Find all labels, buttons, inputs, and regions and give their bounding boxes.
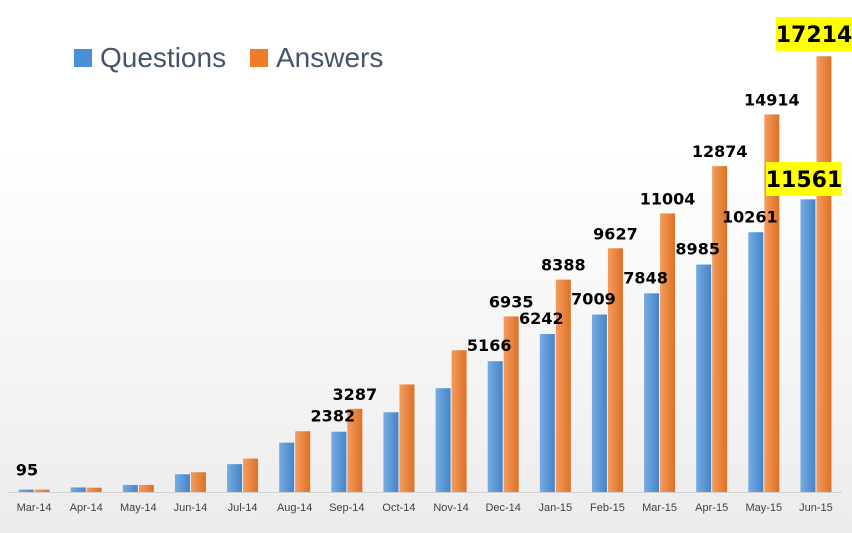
bar-answers-Sep-14: [347, 408, 363, 492]
bar-questions-Apr-15: [696, 264, 712, 492]
highlight-box-11561: [766, 162, 842, 196]
data-label-answers-Dec-14: 6935: [489, 292, 534, 311]
data-label-answers-Apr-15: 12874: [692, 142, 748, 161]
bar-answers-Nov-14: [451, 350, 467, 492]
bar-questions-Sep-14: [331, 431, 347, 492]
bar-answers-Mar-15: [660, 213, 676, 493]
bar-questions-May-14: [122, 484, 138, 492]
bar-questions-Aug-14: [279, 442, 295, 492]
x-tick-label: Oct-14: [382, 502, 415, 514]
data-label-questions-Mar-15: 7848: [623, 268, 668, 287]
data-label-answers-Mar-15: 11004: [640, 189, 696, 208]
x-tick-label: Apr-14: [70, 502, 103, 514]
x-tick-label: Jul-14: [228, 502, 258, 514]
bar-questions-Jan-15: [539, 333, 555, 492]
legend-questions-label: Questions: [100, 42, 226, 73]
highlight-box-17214: [776, 17, 852, 51]
x-tick-label: May-15: [745, 502, 782, 514]
bar-answers-Jun-15: [816, 56, 832, 492]
bar-answers-May-14: [138, 484, 154, 492]
bar-questions-Jun-14: [174, 474, 190, 492]
bar-questions-Oct-14: [383, 412, 399, 492]
data-label-answers-Sep-14: 3287: [333, 385, 378, 404]
bar-answers-Jan-15: [555, 279, 571, 492]
data-label-questions-Sep-14: 2382: [311, 407, 356, 426]
data-label-questions-Apr-15: 8985: [675, 240, 720, 259]
bar-answers-Mar-14: [34, 489, 50, 492]
x-tick-label: Jun-14: [174, 502, 208, 514]
data-label-questions-Mar-14: 95: [16, 461, 38, 480]
data-label-answers-Jan-15: 8388: [541, 256, 586, 275]
x-tick-labels: Mar-14 Apr-14 May-14 Jun-14 Jul-14 Aug-14 Sep-…: [17, 502, 833, 514]
bar-answers-Oct-14: [399, 384, 415, 492]
data-label-answers-Feb-15: 9627: [593, 224, 638, 243]
data-label-questions-Dec-14: 5166: [467, 336, 512, 355]
legend-answers-label: Answers: [276, 42, 383, 73]
x-tick-label: Feb-15: [590, 502, 625, 514]
bar-answers-Feb-15: [607, 248, 623, 492]
data-label-answers-Jun-15: 17214: [776, 23, 852, 48]
x-tick-label: May-14: [120, 502, 157, 514]
x-tick-label: Apr-15: [695, 502, 728, 514]
x-tick-label: Dec-14: [485, 502, 520, 514]
legend-answers-swatch: [250, 49, 268, 67]
bar-questions-Apr-14: [70, 487, 86, 492]
bar-answers-May-15: [764, 114, 780, 493]
x-tick-label: Sep-14: [329, 502, 364, 514]
legend-questions-swatch: [74, 49, 92, 67]
data-label-answers-May-15: 14914: [744, 90, 800, 109]
bar-answers-Apr-14: [86, 487, 102, 492]
bar-questions-May-15: [748, 232, 764, 492]
bars-layer: [18, 56, 832, 493]
data-label-questions-May-15: 10261: [722, 207, 778, 226]
x-tick-label: Jun-15: [799, 502, 833, 514]
bar-questions-Jun-15: [800, 199, 816, 492]
bar-answers-Jul-14: [243, 458, 259, 492]
bar-answers-Apr-15: [712, 166, 728, 492]
bar-answers-Dec-14: [503, 316, 519, 492]
bar-questions-Feb-15: [591, 314, 607, 492]
legend: Questions Answers: [74, 42, 383, 73]
bar-questions-Nov-14: [435, 388, 451, 492]
bar-questions-Dec-14: [487, 361, 503, 492]
data-label-questions-Jun-15: 11561: [766, 168, 843, 193]
bar-questions-Jul-14: [227, 464, 243, 492]
data-label-questions-Feb-15: 7009: [571, 290, 616, 309]
x-tick-label: Mar-14: [17, 502, 52, 514]
bar-answers-Aug-14: [295, 431, 311, 492]
bar-questions-Mar-14: [18, 489, 34, 492]
data-label-questions-Jan-15: 6242: [519, 309, 564, 328]
x-tick-label: Aug-14: [277, 502, 312, 514]
x-tick-label: Nov-14: [433, 502, 468, 514]
bar-answers-Jun-14: [190, 472, 206, 492]
x-tick-label: Jan-15: [538, 502, 572, 514]
x-tick-label: Mar-15: [642, 502, 677, 514]
bar-questions-Mar-15: [644, 293, 660, 492]
